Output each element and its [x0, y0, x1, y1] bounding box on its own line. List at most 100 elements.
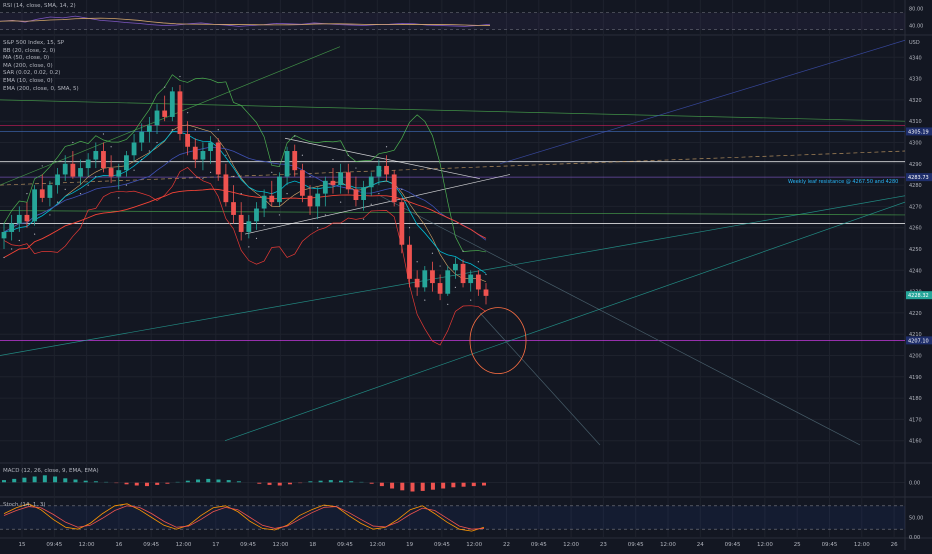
macd-bar [216, 479, 221, 483]
x-tick-label: 09:45 [46, 542, 62, 548]
candle-body [16, 214, 22, 224]
x-tick-label: 15 [19, 542, 26, 548]
sar-dot [271, 171, 273, 173]
price-y-tick: 4310 [909, 119, 922, 125]
sar-dot [416, 261, 418, 263]
sar-dot [141, 158, 143, 161]
sar-dot [3, 256, 5, 259]
candle-body [460, 263, 466, 284]
candle-body [139, 131, 145, 143]
candle-body [376, 165, 382, 177]
sar-dot [255, 237, 258, 239]
price-label: 4283.73 [908, 175, 929, 181]
sar-dot [209, 171, 212, 173]
symbol-title: S&P 500 Index, 15, SP [3, 40, 65, 46]
macd-bar [42, 475, 47, 483]
price-y-tick: 4290 [909, 162, 922, 168]
price-label-box [906, 291, 932, 300]
candle-body [452, 263, 458, 271]
sar-dot [370, 203, 372, 205]
candle-body [261, 195, 267, 209]
price-y-tick: 4160 [909, 439, 922, 445]
candle-body [292, 151, 298, 171]
trend-line [224, 201, 906, 442]
stoch-y-tick: 50.00 [909, 516, 923, 522]
sar-dot [232, 175, 235, 178]
stoch-y-tick: 0.00 [909, 535, 920, 541]
highlight-circle [469, 307, 527, 374]
macd-bar [73, 479, 78, 483]
x-tick-label: 12:00 [854, 542, 870, 548]
candle-body [24, 214, 30, 222]
sar-dot [424, 299, 426, 301]
macd-bar [185, 480, 190, 483]
candle-body [246, 221, 252, 232]
sar-dot [340, 201, 342, 203]
candle-body [430, 270, 435, 284]
x-tick-label: 22 [503, 542, 510, 548]
sar-dot [179, 75, 181, 78]
x-tick-label: 09:45 [822, 542, 838, 548]
candle-body [55, 174, 60, 186]
candle-body [200, 151, 206, 160]
bb-lower [3, 167, 487, 346]
macd-bar [349, 481, 354, 483]
candle-body [62, 163, 68, 175]
x-tick-label: 16 [115, 542, 122, 548]
candle-body [162, 110, 168, 117]
macd-bar [124, 482, 129, 485]
macd-bar [441, 482, 446, 489]
price-label-box [906, 173, 932, 182]
price-y-tick: 4200 [909, 354, 922, 360]
currency-label: USD [909, 40, 920, 46]
candle-body [9, 223, 15, 232]
price-label: 4207.10 [908, 338, 929, 344]
price-label-box [906, 336, 932, 345]
candle-body [345, 172, 351, 190]
x-tick-label: 12:00 [79, 542, 95, 548]
price-y-tick: 4270 [909, 204, 922, 210]
sar-dot [164, 86, 166, 88]
x-tick-label: 23 [600, 542, 607, 548]
trend-line [0, 99, 906, 122]
sar-dot [18, 239, 20, 242]
sar-dot [309, 175, 311, 178]
sar-dot [102, 133, 105, 135]
candle-body [269, 195, 275, 203]
candle-body [101, 151, 106, 169]
candle-body [330, 180, 336, 186]
macd-bar [400, 482, 405, 491]
price-y-tick: 4190 [909, 375, 922, 381]
candle-body [32, 189, 38, 222]
trend-line [0, 210, 906, 216]
candle-body [299, 170, 305, 196]
macd-bar [471, 482, 476, 487]
candle-body [384, 165, 389, 175]
rsi-y-tick: 40.00 [909, 24, 923, 30]
macd-bar [63, 478, 68, 483]
x-tick-label: 18 [309, 542, 316, 548]
sar-dot [34, 233, 36, 235]
macd-bar [451, 482, 456, 488]
candle-body [47, 185, 53, 198]
candle-body [124, 155, 129, 171]
sar-dot [79, 193, 82, 195]
sar-dot [385, 146, 388, 148]
macd-bar [277, 482, 282, 486]
macd-bar [267, 482, 272, 485]
candle-body [361, 187, 366, 201]
annotation-label: Weekly leaf resistance @ 4267.50 and 428… [788, 179, 898, 185]
indicator-bb: BB (20, close, 2, 0) [3, 47, 56, 54]
x-tick-label: 12:00 [466, 542, 482, 548]
sar-dot [286, 193, 288, 195]
macd-bar [410, 482, 415, 492]
sar-dot [11, 248, 13, 250]
macd-bar [390, 482, 395, 489]
macd-bar [257, 482, 262, 484]
sar-dot [401, 188, 403, 190]
candle-body [445, 270, 451, 294]
sar-dot [225, 154, 227, 156]
sar-dot [378, 193, 380, 195]
